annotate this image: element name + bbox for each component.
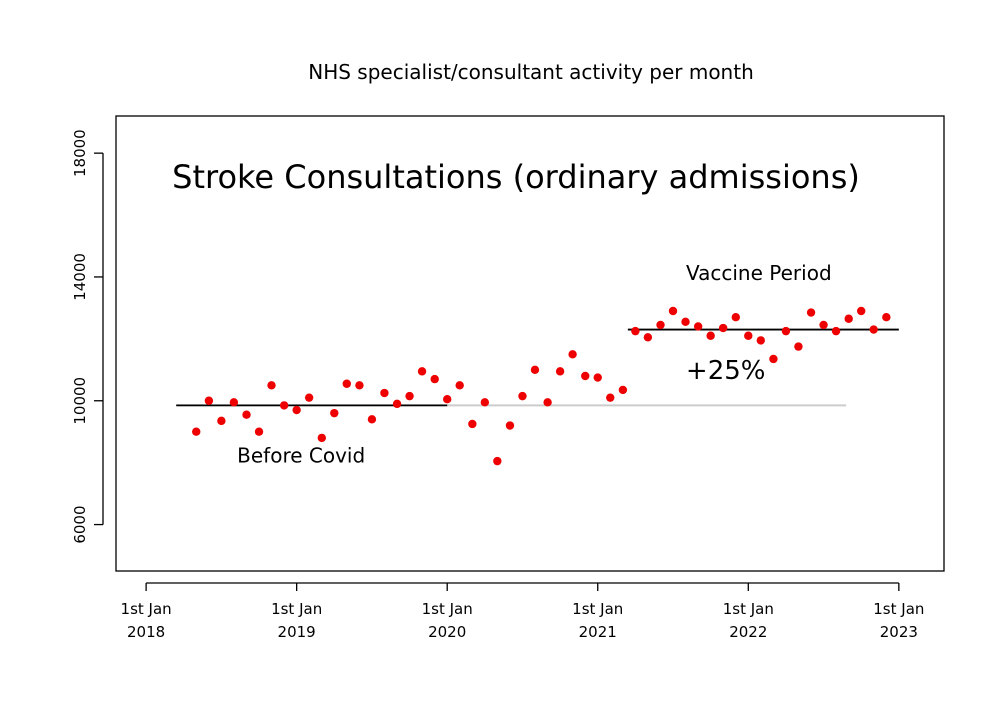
data-point — [505, 421, 515, 430]
x-axis: 1st Jan 2018 1st Jan 2019 1st Jan 2020 1st Jan… — [121, 582, 924, 641]
data-point — [292, 405, 301, 415]
data-point — [229, 398, 239, 407]
x-tick-label-line2: 2018 — [127, 623, 165, 641]
data-point — [857, 306, 866, 316]
data-point — [455, 381, 464, 390]
data-point — [204, 396, 214, 405]
x-tick-label-line1: 1st Jan — [723, 600, 774, 618]
y-tick-label: 10000 — [71, 377, 89, 425]
data-point — [756, 336, 765, 345]
data-point — [794, 342, 803, 351]
data-point — [518, 391, 527, 401]
data-point — [217, 416, 226, 426]
data-point — [304, 393, 314, 402]
x-tick-label-line2: 2020 — [428, 623, 466, 641]
data-point — [882, 312, 891, 322]
data-point — [706, 331, 715, 340]
data-point — [718, 323, 728, 333]
x-tick-label-line1: 1st Jan — [271, 600, 322, 618]
data-point — [681, 317, 690, 327]
data-point — [342, 379, 351, 388]
data-point — [568, 350, 577, 359]
x-tick-label-line2: 2023 — [880, 623, 918, 641]
chart-title: NHS specialist/consultant activity per m… — [308, 60, 754, 84]
data-point — [355, 381, 364, 390]
x-tick-label-line1: 1st Jan — [873, 600, 924, 618]
x-tick-label-line2: 2021 — [579, 623, 617, 641]
y-tick-label: 18000 — [71, 129, 89, 177]
data-point — [668, 306, 678, 316]
data-point — [430, 374, 439, 384]
data-point — [330, 408, 339, 418]
data-point — [317, 433, 326, 443]
data-point — [656, 320, 665, 330]
data-point — [744, 331, 753, 340]
chart-subtitle: Stroke Consultations (ordinary admission… — [172, 158, 860, 196]
data-point — [242, 410, 251, 419]
plot-frame — [115, 115, 945, 572]
data-point — [769, 354, 778, 364]
data-point — [819, 320, 828, 330]
data-point — [731, 312, 740, 322]
data-point — [693, 322, 703, 331]
y-tick-label: 14000 — [71, 253, 89, 301]
x-tick-label-line1: 1st Jan — [572, 600, 623, 618]
data-point — [480, 398, 490, 407]
y-axis: 6000 10000 14000 18000 — [71, 129, 104, 544]
data-point — [279, 401, 289, 410]
data-point — [392, 399, 402, 409]
data-point — [192, 427, 201, 436]
data-point — [555, 367, 565, 376]
data-point — [443, 395, 452, 404]
data-point — [468, 419, 477, 429]
data-point — [781, 326, 791, 336]
vaccine-period-label: Vaccine Period — [686, 261, 832, 285]
data-point — [593, 373, 602, 382]
data-point — [405, 391, 414, 401]
x-tick-label-line1: 1st Jan — [422, 600, 473, 618]
data-point — [581, 371, 590, 381]
data-point — [643, 333, 653, 342]
data-point — [631, 326, 640, 336]
data-point — [618, 385, 628, 395]
y-tick-label: 6000 — [71, 505, 89, 543]
data-point — [530, 365, 540, 375]
annotations: Before Covid Vaccine Period +25% — [237, 261, 832, 468]
percent-change-label: +25% — [686, 356, 766, 386]
data-point — [380, 388, 389, 398]
data-points — [192, 306, 891, 466]
data-point — [267, 381, 276, 390]
data-point — [543, 398, 552, 407]
data-point — [831, 326, 841, 336]
x-tick-label-line2: 2019 — [278, 623, 316, 641]
data-point — [417, 367, 427, 376]
data-point — [367, 415, 377, 424]
data-point — [606, 393, 615, 402]
data-point — [493, 456, 502, 466]
before-covid-label: Before Covid — [237, 444, 365, 468]
data-point — [869, 325, 878, 334]
x-tick-label-line1: 1st Jan — [121, 600, 172, 618]
data-point — [254, 427, 264, 436]
data-point — [844, 314, 853, 323]
x-tick-label-line2: 2022 — [729, 623, 767, 641]
data-point — [806, 308, 816, 317]
